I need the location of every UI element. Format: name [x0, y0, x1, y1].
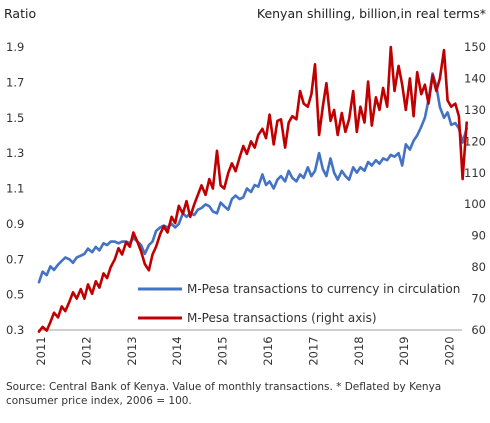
- x-tick-label: 2012: [79, 336, 93, 365]
- right-tick-label: 110: [464, 166, 486, 180]
- right-tick-label: 80: [471, 260, 486, 274]
- left-tick-label: 0.9: [6, 217, 24, 231]
- right-axis: 60 70 80 90 100 110 120 130 140 150: [464, 40, 486, 337]
- series-layer: [37, 45, 468, 333]
- right-tick-label: 60: [471, 323, 486, 337]
- x-tick-label: 2018: [352, 336, 366, 365]
- x-tick-label: 2020: [443, 336, 457, 365]
- left-axis-title: Ratio: [4, 6, 36, 21]
- ratio-series-line: [37, 72, 468, 284]
- transactions-series-line: [37, 45, 468, 333]
- legend-label-ratio: M-Pesa transactions to currency in circu…: [187, 282, 460, 296]
- right-tick-label: 140: [464, 71, 486, 85]
- legend: M-Pesa transactions to currency in circu…: [138, 282, 460, 325]
- left-tick-label: 1.1: [6, 182, 24, 196]
- left-tick-label: 0.3: [6, 323, 24, 337]
- left-tick-label: 0.5: [6, 288, 24, 302]
- x-tick-label: 2019: [397, 336, 411, 365]
- right-tick-label: 150: [464, 40, 486, 54]
- x-tick-label: 2011: [34, 336, 48, 365]
- right-tick-label: 130: [464, 103, 486, 117]
- source-note: Source: Central Bank of Kenya. Value of …: [6, 381, 442, 407]
- left-tick-label: 0.7: [6, 252, 24, 266]
- right-tick-label: 100: [464, 197, 486, 211]
- left-tick-label: 1.5: [6, 111, 24, 125]
- right-tick-label: 70: [471, 292, 486, 306]
- x-tick-label: 2013: [125, 336, 139, 365]
- x-tick-label: 2014: [170, 336, 184, 365]
- left-tick-label: 1.3: [6, 146, 24, 160]
- right-tick-label: 90: [471, 229, 486, 243]
- left-tick-label: 1.9: [6, 40, 24, 54]
- x-tick-label: 2016: [261, 336, 275, 365]
- right-tick-label: 120: [464, 134, 486, 148]
- right-axis-title: Kenyan shilling, billion,in real terms*: [257, 6, 486, 21]
- left-axis: 0.3 0.5 0.7 0.9 1.1 1.3 1.5 1.7 1.9: [6, 40, 24, 337]
- x-tick-label: 2017: [306, 336, 320, 365]
- left-tick-label: 1.7: [6, 75, 24, 89]
- x-tick-label: 2015: [216, 336, 230, 365]
- legend-label-transactions: M-Pesa transactions (right axis): [187, 311, 377, 325]
- x-axis: 2011 2012 2013 2014 2015 2016 2017 2018 2019 2020: [34, 336, 457, 365]
